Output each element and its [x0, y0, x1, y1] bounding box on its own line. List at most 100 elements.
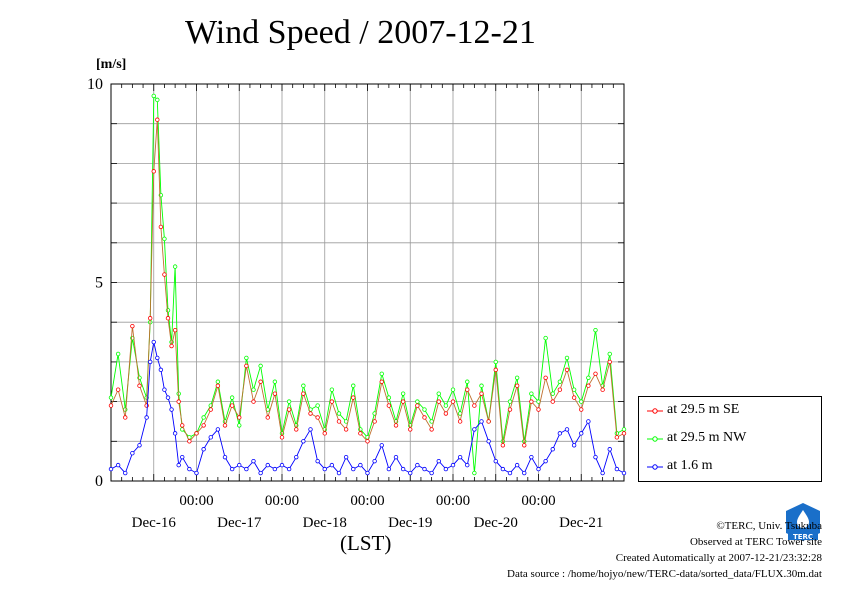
legend-marker-low	[647, 464, 663, 470]
data-point	[165, 308, 171, 313]
data-point	[571, 395, 577, 400]
y-tick-label: 10	[87, 76, 103, 93]
data-point	[351, 383, 356, 388]
data-point	[379, 443, 384, 448]
data-point	[258, 363, 263, 369]
data-point	[579, 407, 584, 412]
data-point	[194, 470, 199, 476]
data-point	[358, 431, 363, 436]
data-point	[115, 387, 121, 392]
copyright-text: ©TERC, Univ. Tsukuba	[716, 520, 822, 532]
created-text: Created Automatically at 2007-12-21/23:3…	[615, 552, 822, 564]
data-point	[208, 435, 213, 440]
data-point	[343, 427, 349, 432]
data-point	[422, 466, 427, 472]
data-point	[386, 466, 392, 472]
data-point	[169, 407, 174, 412]
data-point	[543, 335, 548, 341]
x-day-label: Dec-18	[303, 515, 347, 531]
data-point	[536, 407, 541, 412]
data-point	[486, 419, 491, 424]
data-point	[507, 407, 513, 412]
data-point	[351, 395, 356, 400]
data-point	[137, 443, 142, 448]
data-point	[301, 383, 306, 388]
data-point	[543, 375, 548, 380]
data-point	[550, 399, 555, 404]
x-day-label: Dec-19	[388, 515, 432, 531]
data-point	[557, 387, 563, 392]
data-point	[522, 470, 527, 476]
data-point	[550, 447, 555, 452]
data-point	[379, 379, 384, 384]
legend-item-nw: at 29.5 m NW	[647, 429, 822, 449]
data-point	[493, 458, 498, 464]
source-text: Data source : /home/hojyo/new/TERC-data/…	[507, 568, 822, 580]
data-point	[315, 458, 320, 464]
data-point	[586, 383, 591, 388]
data-point	[151, 169, 156, 174]
data-point	[108, 395, 114, 400]
data-point	[422, 415, 427, 420]
data-point	[543, 458, 548, 464]
observed-text: Observed at TERC Tower site	[689, 536, 822, 548]
series-layer	[108, 93, 627, 476]
data-point	[514, 375, 520, 380]
data-point	[123, 415, 128, 420]
data-point	[600, 470, 605, 476]
data-point	[169, 343, 174, 349]
data-point	[286, 466, 292, 472]
data-point	[147, 359, 153, 365]
credits-block: ©TERC, Univ. Tsukuba Observed at TERC To…	[507, 518, 822, 582]
data-point	[372, 419, 377, 424]
data-point	[172, 327, 178, 333]
x-day-label: Dec-20	[474, 515, 518, 531]
data-point	[457, 419, 463, 424]
data-point	[336, 470, 342, 476]
data-point	[493, 367, 498, 373]
data-point	[500, 466, 506, 472]
data-point	[465, 379, 470, 384]
data-point	[564, 427, 570, 432]
data-point	[336, 419, 342, 424]
data-point	[579, 431, 584, 436]
series-line	[110, 342, 625, 475]
data-point	[479, 419, 484, 424]
data-point	[108, 403, 114, 408]
data-point	[229, 395, 235, 400]
data-point	[393, 454, 399, 460]
data-point	[479, 383, 484, 388]
terc-logo-icon: TERC	[784, 503, 822, 541]
series-1	[108, 93, 627, 476]
x-time-label: 00:00	[350, 493, 384, 509]
data-point	[315, 415, 320, 420]
data-point	[215, 379, 221, 384]
data-point	[522, 443, 527, 448]
legend-marker-nw	[647, 436, 663, 442]
data-point	[244, 363, 249, 369]
data-point	[400, 399, 406, 404]
data-point	[165, 395, 171, 400]
data-point	[507, 399, 513, 404]
data-point	[529, 454, 534, 460]
data-point	[607, 351, 612, 357]
y-axis-unit: [m/s]	[96, 57, 127, 72]
data-point	[272, 466, 278, 472]
data-point	[386, 395, 392, 400]
data-point	[180, 454, 185, 460]
data-point	[408, 427, 413, 432]
data-point	[593, 327, 598, 333]
data-point	[600, 387, 605, 392]
x-time-label: 00:00	[179, 493, 213, 509]
data-point	[564, 355, 570, 361]
data-point	[222, 423, 228, 428]
data-point	[286, 399, 292, 404]
data-point	[529, 399, 534, 404]
data-point	[593, 371, 598, 377]
data-point	[358, 462, 363, 468]
data-point	[415, 462, 420, 468]
data-point	[472, 470, 477, 476]
data-point	[201, 423, 206, 428]
data-point	[514, 462, 520, 468]
series-0	[108, 117, 627, 448]
